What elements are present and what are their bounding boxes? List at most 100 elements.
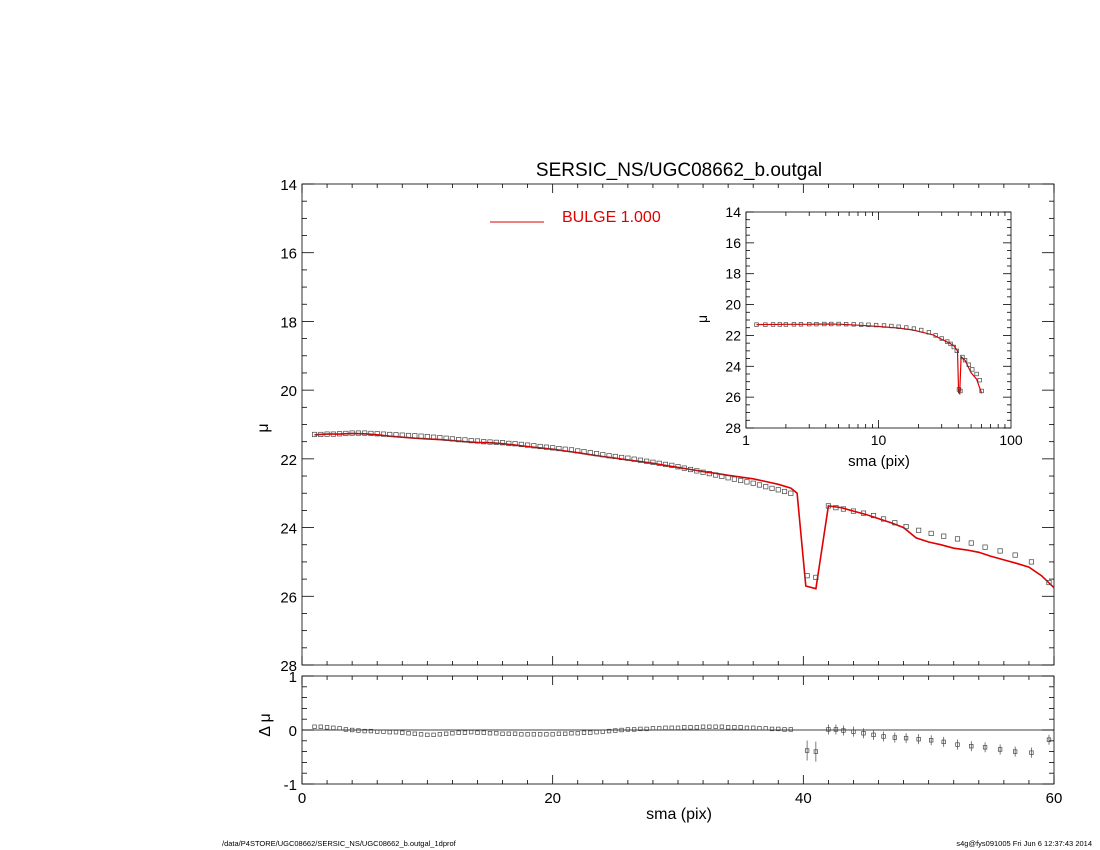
data-point [487,439,493,445]
data-point [387,431,393,438]
residual-point [519,732,524,737]
x-tick-label: 40 [795,790,812,807]
inset-x-tick-label: 10 [871,432,887,448]
inset-data-point [859,322,864,327]
data-point [738,477,744,484]
data-point [825,503,831,509]
inset-data-point [763,322,768,327]
residual-point [443,731,449,736]
residual-point [375,729,380,734]
data-point [860,510,867,516]
residual-point [588,730,593,735]
data-point [1028,559,1034,565]
inset-data-point [939,336,944,341]
residual-point [318,724,323,729]
residual-point [757,726,762,731]
inset-data-point [896,324,901,329]
data-point [631,456,637,462]
inset-data-point [791,322,797,327]
data-point [619,454,625,461]
residual-point [719,724,725,729]
data-series [311,430,1052,586]
residual-point [563,731,568,736]
footer-timestamp: s4g@fys091005 Fri Jun 6 12:37:43 2014 [956,839,1092,848]
residual-point [804,748,810,753]
data-point [892,520,898,526]
residual-panel: -101 0 20 40 60 Δ μ sma (pix) [257,669,1062,823]
data-point [537,443,543,450]
data-point [775,487,781,493]
inset-data-point [822,321,827,327]
data-point [349,430,355,436]
inset-data-point [754,322,759,327]
residual-point [481,730,486,735]
data-point [662,461,669,467]
residual-y-axis-label: Δ μ [257,713,274,736]
inset-data-point [954,348,959,354]
data-point [1046,579,1052,586]
data-point [997,548,1003,554]
residual-point [657,726,662,731]
inset-x-axis-label: sma (pix) [848,453,910,470]
inset-y-tick-label: 14 [725,204,741,220]
inset-y-axis-label: μ [694,315,710,323]
y-tick-label: 22 [280,452,297,469]
data-point [337,431,343,437]
y-tick-label: 20 [280,383,297,400]
inset-data-point [926,330,932,335]
data-point [568,447,575,453]
residual-point [594,730,599,735]
residual-point [531,732,537,737]
main-y-axis-label: μ [255,423,272,432]
residual-point [537,732,543,737]
residual-point [1046,737,1052,742]
inset-data-point [960,354,965,360]
data-point [637,457,643,463]
inset-plot-frame [745,211,1012,429]
data-point [706,471,712,477]
inset-data-point [911,326,917,331]
legend: BULGE 1.000 [490,209,661,226]
residual-point [663,725,668,730]
data-point [625,455,631,461]
data-point [318,431,324,438]
residual-point [841,728,846,733]
y-tick-label: 1 [289,669,297,686]
residual-point [751,725,756,730]
inset-data-point [851,322,856,327]
chart-title: SERSIC_NS/UGC08662_b.outgal [536,160,822,181]
data-point [518,441,524,447]
residual-point [707,724,712,729]
residual-point [782,727,787,732]
inset-data-point [970,367,975,372]
residual-point [606,728,612,734]
residual-point [362,728,367,734]
residual-point [788,727,793,732]
residual-point [851,729,856,734]
x-tick-label: 60 [1046,790,1063,807]
inset-data-series [754,321,984,394]
y-tick-label: 24 [280,521,297,538]
data-point [813,574,819,580]
inset-y-tick-label: 16 [725,235,741,251]
residual-point [713,724,718,729]
data-point [656,460,662,466]
y-tick-label: -1 [284,777,297,794]
data-point [481,439,487,445]
data-point [756,482,763,488]
residual-point [631,727,637,732]
data-point [700,469,706,475]
data-point [769,485,775,491]
inset-data-point [966,362,971,367]
residual-point [941,739,946,745]
data-point [355,430,361,436]
inset-data-point [798,322,804,327]
inset-data-point [844,322,849,327]
inset-y-tick-label: 28 [725,420,741,436]
residual-point [469,730,474,735]
data-point [681,465,687,471]
data-point [982,544,988,550]
inset-x-tick-label: 100 [999,432,1023,448]
inset-data-point [807,322,812,327]
data-point [449,436,455,442]
